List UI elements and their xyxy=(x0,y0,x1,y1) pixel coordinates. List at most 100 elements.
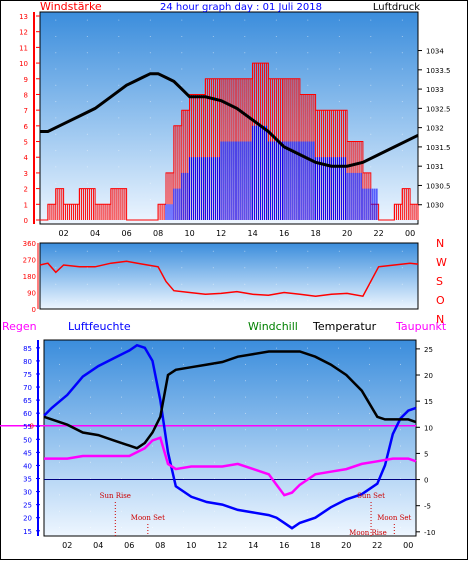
pressure-line xyxy=(40,72,419,168)
grid-dot xyxy=(307,510,308,512)
grid-dot xyxy=(400,445,401,447)
grid-dot xyxy=(400,510,401,512)
grid-dot xyxy=(245,461,246,463)
grid-dot xyxy=(245,363,246,365)
humidity-tick-label: 60 xyxy=(23,410,32,418)
grid-dot xyxy=(59,429,60,431)
wind-tick-label: 5 xyxy=(24,139,28,147)
grid-dot xyxy=(370,150,372,152)
grid-dot xyxy=(400,429,401,431)
x-tick-label: 06 xyxy=(122,229,132,238)
grid-dot xyxy=(214,478,215,480)
grid-dot xyxy=(86,19,88,21)
temperature-tick-label: 0 xyxy=(424,477,428,485)
grid-dot xyxy=(149,166,151,168)
grid-dot xyxy=(90,494,91,496)
grid-dot xyxy=(90,527,91,528)
grid-dot xyxy=(307,36,309,37)
grid-dot xyxy=(276,363,277,365)
grid-dot xyxy=(90,347,91,349)
label-regen: Regen xyxy=(2,320,37,333)
grid-dot xyxy=(212,36,214,37)
grid-dot xyxy=(244,267,246,269)
grid-dot xyxy=(338,396,339,398)
grid-dot xyxy=(149,250,151,252)
wind-axis-title: Windstärke xyxy=(40,0,102,13)
grid-dot xyxy=(401,150,403,152)
grid-dot xyxy=(338,283,340,285)
grid-dot xyxy=(244,300,246,302)
grid-dot xyxy=(401,84,403,86)
humidity-tick-label: 15 xyxy=(23,528,32,536)
grid-dot xyxy=(400,380,401,382)
grid-dot xyxy=(149,267,151,269)
grid-dot xyxy=(118,36,120,37)
grid-dot xyxy=(400,527,401,528)
x-tick-label: 04 xyxy=(90,229,100,238)
pressure-tick-label: 1032.5 xyxy=(426,105,451,113)
grid-dot xyxy=(276,461,277,463)
grid-dot xyxy=(370,166,372,168)
x-tick-label: 00 xyxy=(403,541,413,550)
grid-dot xyxy=(338,300,340,302)
grid-dot xyxy=(86,36,88,37)
grid-dot xyxy=(338,412,339,414)
grid-dot xyxy=(149,300,151,302)
grid-dot xyxy=(214,429,215,431)
x-tick-label: 02 xyxy=(62,541,72,550)
humidity-tick-label: 45 xyxy=(23,449,32,457)
grid-dot xyxy=(149,215,151,217)
grid-dot xyxy=(149,199,151,200)
grid-dot xyxy=(370,283,372,285)
pressure-axis-title: Luftdruck xyxy=(373,2,420,13)
grid-dot xyxy=(307,412,308,414)
grid-dot xyxy=(338,429,339,431)
rain-tick-label: 0 xyxy=(30,423,34,431)
wind-tick-label: 13 xyxy=(19,13,28,21)
grid-dot xyxy=(245,412,246,414)
event-label: Sun Set xyxy=(357,492,385,500)
grid-dot xyxy=(118,267,120,269)
grid-dot xyxy=(244,36,246,37)
grid-dot xyxy=(152,347,153,349)
grid-dot xyxy=(307,380,308,382)
grid-dot xyxy=(149,84,151,86)
grid-dot xyxy=(370,52,372,54)
grid-dot xyxy=(401,182,403,184)
series-luftfeuchte-line xyxy=(43,343,417,530)
pressure-tick-label: 1034 xyxy=(426,48,444,56)
grid-dot xyxy=(400,478,401,480)
grid-dot xyxy=(149,19,151,21)
pressure-tick-label: 1031 xyxy=(426,163,444,171)
grid-dot xyxy=(244,283,246,285)
compass-letter: W xyxy=(436,256,447,269)
grid-dot xyxy=(181,101,183,103)
grid-dot xyxy=(338,445,339,447)
grid-dot xyxy=(307,396,308,398)
grid-dot xyxy=(370,250,372,252)
grid-dot xyxy=(118,84,120,86)
wind-tick-label: 0 xyxy=(24,217,28,225)
grid-dot xyxy=(90,461,91,463)
grid-dot xyxy=(400,494,401,496)
grid-dot xyxy=(55,150,57,152)
grid-dot xyxy=(90,510,91,512)
grid-dot xyxy=(245,429,246,431)
grid-dot xyxy=(121,347,122,349)
humidity-tick-label: 65 xyxy=(23,397,32,405)
grid-dot xyxy=(55,52,57,54)
grid-dot xyxy=(400,396,401,398)
wind-tick-label: 12 xyxy=(19,29,28,37)
x-tick-label: 00 xyxy=(405,229,415,238)
grid-dot xyxy=(370,117,372,119)
grid-dot xyxy=(401,52,403,54)
grid-dot xyxy=(275,283,277,285)
grid-dot xyxy=(118,52,120,54)
humidity-tick-label: 25 xyxy=(23,502,32,510)
grid-dot xyxy=(181,267,183,269)
grid-dot xyxy=(275,250,277,252)
grid-dot xyxy=(276,429,277,431)
grid-dot xyxy=(59,461,60,463)
